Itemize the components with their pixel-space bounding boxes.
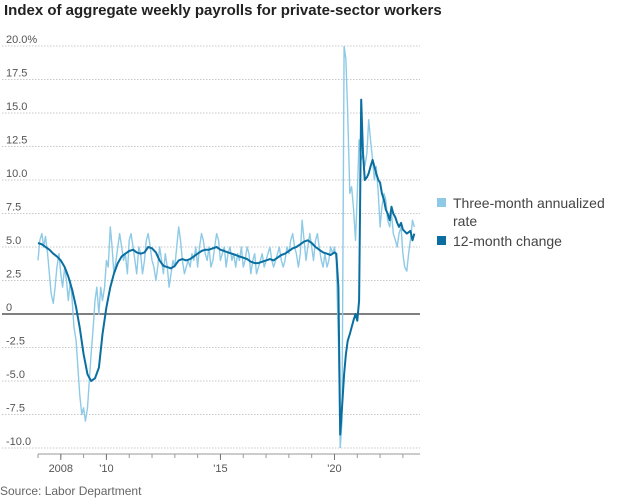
y-tick-label: 15.0 xyxy=(6,101,27,113)
legend-label: rate xyxy=(453,213,477,229)
legend-swatch xyxy=(437,198,446,207)
y-tick-label: -2.5 xyxy=(6,336,25,348)
series-lines xyxy=(37,46,416,448)
series-line-twelve-month xyxy=(37,98,416,436)
legend-label: Three-month annualized xyxy=(453,195,605,211)
y-tick-label: 0 xyxy=(6,302,12,314)
source-note: Source: Labor Department xyxy=(0,484,142,498)
y-axis-labels: 20.0% 17.5 15.0 12.5 10.0 7.5 5.0 2.5 0 -2.5 -5.0 -… xyxy=(6,34,37,448)
x-tick-label: '15 xyxy=(213,463,227,475)
y-tick-label: -10.0 xyxy=(6,436,31,448)
y-tick-label: 5.0 xyxy=(6,235,21,247)
y-tick-label: 17.5 xyxy=(6,68,27,80)
y-tick-label: 12.5 xyxy=(6,135,27,147)
legend-label: 12-month change xyxy=(453,233,562,249)
y-tick-label: -5.0 xyxy=(6,369,25,381)
y-tick-label: 2.5 xyxy=(6,269,21,281)
y-tick-label: -7.5 xyxy=(6,403,25,415)
x-tick-label: 2008 xyxy=(49,463,73,475)
legend: Three-month annualized rate 12-month chang… xyxy=(437,195,605,249)
y-tick-label: 20.0% xyxy=(6,34,37,46)
chart-title: Index of aggregate weekly payrolls for p… xyxy=(4,2,442,19)
x-tick-label: '10 xyxy=(99,463,113,475)
y-tick-label: 7.5 xyxy=(6,202,21,214)
series-line-three-month xyxy=(37,46,415,448)
x-axis: 2008 '10 '15 '20 xyxy=(37,453,420,475)
x-tick-label: '20 xyxy=(327,463,341,475)
gridlines xyxy=(2,45,420,449)
y-tick-label: 10.0 xyxy=(6,168,27,180)
legend-swatch xyxy=(437,236,446,245)
